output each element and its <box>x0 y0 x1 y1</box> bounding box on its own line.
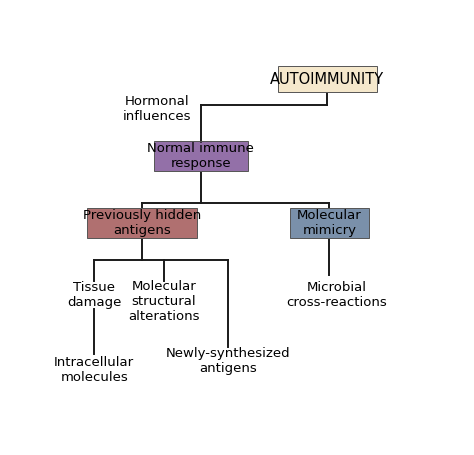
Text: AUTOIMMUNITY: AUTOIMMUNITY <box>270 71 384 86</box>
Text: Previously hidden
antigens: Previously hidden antigens <box>83 209 201 237</box>
Text: Newly-synthesized
antigens: Newly-synthesized antigens <box>166 347 291 375</box>
FancyBboxPatch shape <box>154 142 247 171</box>
FancyBboxPatch shape <box>87 208 197 238</box>
Text: Intracellular
molecules: Intracellular molecules <box>54 356 134 384</box>
Text: Normal immune
response: Normal immune response <box>147 142 254 170</box>
Text: Microbial
cross-reactions: Microbial cross-reactions <box>286 281 387 308</box>
Text: Molecular
structural
alterations: Molecular structural alterations <box>128 280 200 323</box>
Text: Hormonal
influences: Hormonal influences <box>122 95 191 123</box>
FancyBboxPatch shape <box>278 66 377 92</box>
Text: Molecular
mimicry: Molecular mimicry <box>297 209 362 237</box>
Text: Tissue
damage: Tissue damage <box>67 281 121 308</box>
FancyBboxPatch shape <box>290 208 369 238</box>
